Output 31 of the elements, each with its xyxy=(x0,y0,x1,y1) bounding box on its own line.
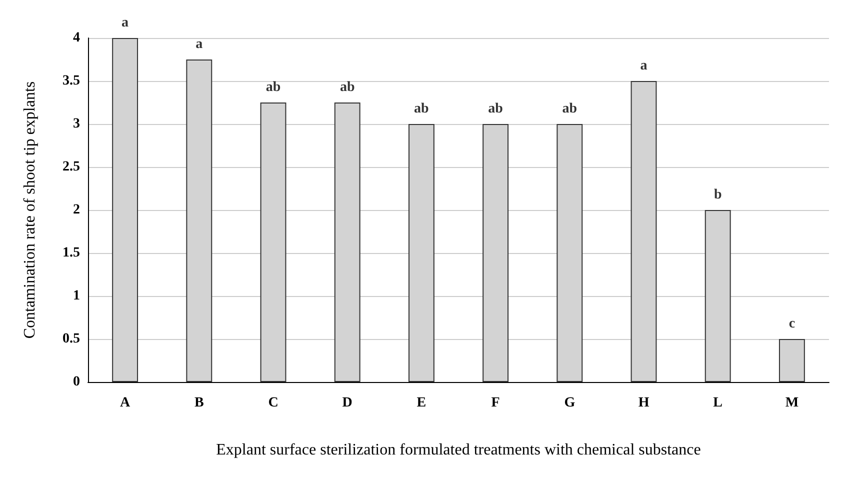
annotation: ab xyxy=(488,102,504,116)
annotation: a xyxy=(640,58,648,74)
y-tick-label: 0.5 xyxy=(62,332,80,346)
y-tick-label: 1 xyxy=(73,288,80,304)
x-tick-label: D xyxy=(342,396,352,410)
x-tick-label: E xyxy=(416,396,426,410)
x-tick-label: B xyxy=(194,396,204,410)
x-tick-label: C xyxy=(268,396,278,410)
x-tick-label: A xyxy=(120,396,131,410)
annotation: ab xyxy=(414,102,430,116)
y-tick-label: 2.5 xyxy=(62,160,80,174)
x-tick-label: M xyxy=(785,396,799,410)
annotation: b xyxy=(714,188,722,202)
y-tick-label: 3.5 xyxy=(62,74,80,88)
annotation: ab xyxy=(562,102,578,116)
annotation: c xyxy=(788,316,796,332)
y-tick-label: 2 xyxy=(73,202,80,218)
annotation: ab xyxy=(266,80,281,95)
annotation: a xyxy=(122,16,129,30)
annotation: a xyxy=(196,37,203,52)
y-tick-label: 3 xyxy=(73,116,80,132)
y-tick-label: 4 xyxy=(73,30,80,46)
x-tick-label: F xyxy=(491,396,500,410)
y-tick-label: 0 xyxy=(73,374,80,390)
x-tick-label: H xyxy=(638,396,650,410)
y-tick-label: 1.5 xyxy=(62,246,80,260)
y-axis-title: Contamination rate of shoot tip explants xyxy=(22,81,38,339)
x-axis-title: Explant surface sterilization formulated treatments with chemical substance xyxy=(216,442,701,458)
x-tick-label: L xyxy=(713,396,723,410)
annotation: ab xyxy=(340,80,355,95)
x-tick-label: G xyxy=(564,396,576,410)
